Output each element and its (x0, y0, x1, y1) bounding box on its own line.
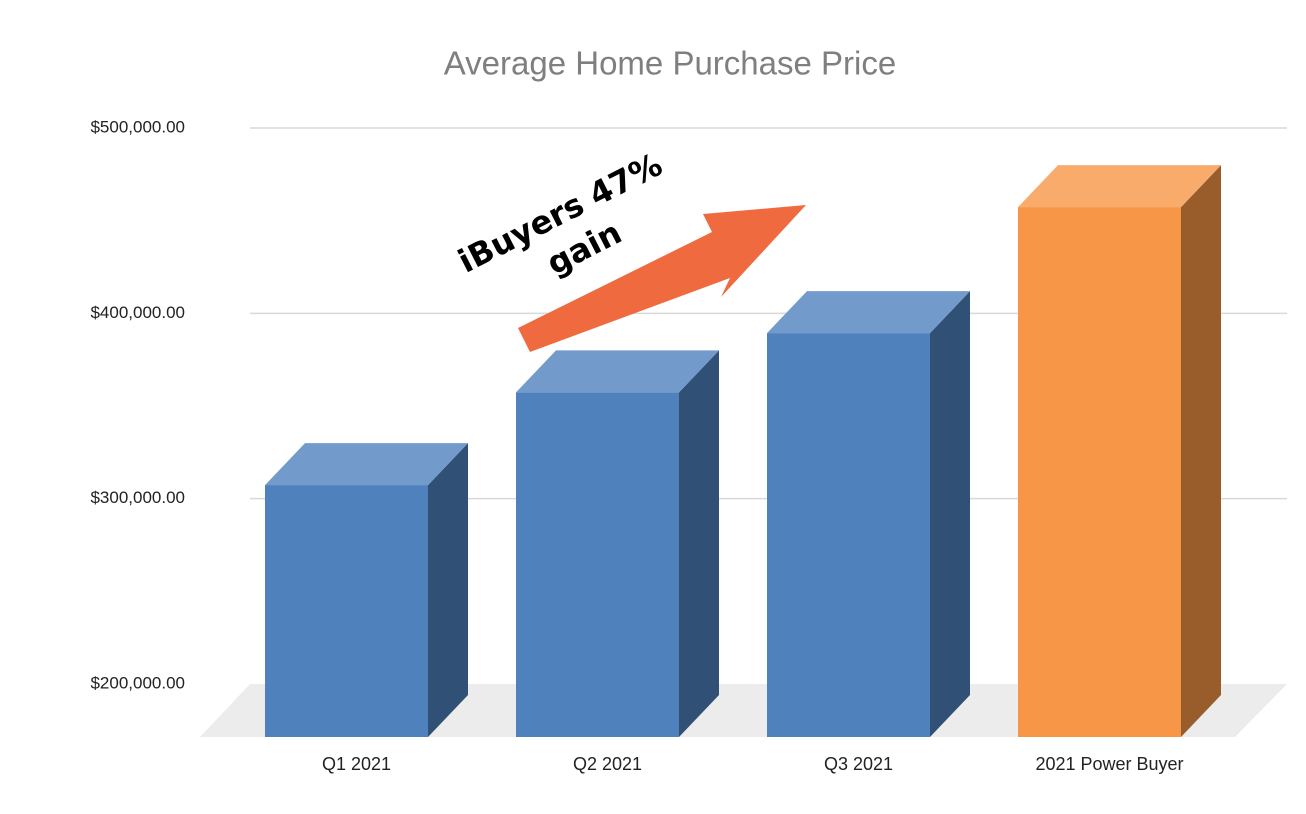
bar-front (265, 485, 428, 737)
floor (200, 684, 1287, 737)
x-tick-label: 2021 Power Buyer (1035, 754, 1183, 774)
bar-top (265, 443, 468, 486)
chart-title: Average Home Purchase Price (444, 45, 896, 82)
bar (265, 443, 468, 737)
y-tick-label: $400,000.00 (90, 303, 185, 322)
bar-top (1018, 165, 1221, 208)
bar-side (1181, 165, 1221, 738)
bar-front (767, 333, 930, 737)
bar-side (679, 350, 719, 737)
bar (767, 291, 970, 737)
y-tick-label: $500,000.00 (90, 117, 185, 136)
bar-front (516, 392, 679, 737)
bar-side (428, 443, 468, 737)
bar-front (1018, 207, 1181, 738)
x-tick-label: Q2 2021 (573, 754, 642, 774)
x-tick-label: Q1 2021 (322, 754, 391, 774)
bar-side (930, 291, 970, 737)
bar (1018, 165, 1221, 738)
y-tick-label: $200,000.00 (90, 673, 185, 692)
bar (516, 350, 719, 737)
bars: Q1 2021 Q2 2021 Q3 2021 2021 Power Buyer (265, 165, 1221, 774)
arrow (518, 205, 806, 352)
x-tick-label: Q3 2021 (824, 754, 893, 774)
y-tick-label: $300,000.00 (90, 488, 185, 507)
bar-top (516, 350, 719, 393)
bar-top (767, 291, 970, 334)
